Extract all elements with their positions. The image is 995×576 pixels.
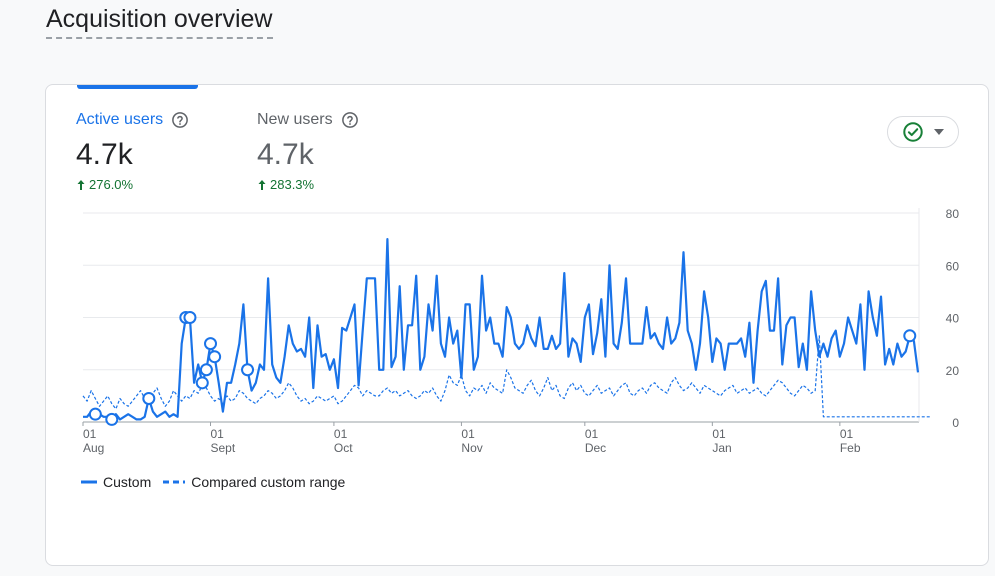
page-title: Acquisition overview	[46, 4, 273, 39]
metric-tab-active-users[interactable]: Active users 4.7k 276.0%	[76, 109, 189, 192]
x-tick-day: 01	[840, 427, 854, 441]
metric-change-value: 276.0%	[89, 177, 134, 192]
anomaly-point	[241, 363, 255, 377]
x-tick-month: Feb	[840, 441, 861, 455]
metric-change-active-users: 276.0%	[76, 177, 189, 192]
x-tick-day: 01	[211, 427, 225, 441]
anomaly-point	[195, 376, 209, 390]
y-tick-label: 40	[946, 312, 960, 326]
chart-legend: Custom Compared custom range	[81, 474, 357, 490]
metric-change-new-users: 283.3%	[257, 177, 359, 192]
anomaly-point	[105, 412, 119, 426]
x-tick-month: Dec	[585, 441, 606, 455]
metric-label-new-users: New users	[257, 111, 333, 128]
x-tick-day: 01	[712, 427, 726, 441]
anomaly-point	[903, 329, 917, 343]
anomaly-point	[204, 337, 218, 351]
metric-label-active-users: Active users	[76, 111, 164, 128]
x-tick-month: Jan	[712, 441, 731, 455]
y-tick-label: 60	[946, 259, 960, 273]
acquisition-card: Active users 4.7k 276.0% New users 4.7k	[45, 84, 989, 566]
legend-label: Custom	[103, 474, 152, 490]
series-line-custom	[83, 238, 920, 421]
metric-value-new-users: 4.7k	[257, 138, 314, 171]
anomaly-point	[88, 407, 102, 421]
data-quality-status-button[interactable]	[887, 116, 959, 148]
metric-value-active-users: 4.7k	[76, 138, 133, 171]
x-tick-month: Aug	[83, 441, 104, 455]
metric-tab-new-users[interactable]: New users 4.7k 283.3%	[257, 109, 359, 192]
legend-dashed-line-icon	[163, 480, 186, 484]
y-tick-label: 80	[946, 207, 960, 221]
arrow-up-icon	[258, 179, 266, 190]
legend-label: Compared custom range	[191, 474, 346, 490]
x-tick-day: 01	[585, 427, 599, 441]
legend-item-custom[interactable]: Custom	[81, 474, 151, 490]
anomaly-point	[199, 363, 213, 377]
selected-tab-indicator	[77, 85, 198, 89]
legend-item-compared[interactable]: Compared custom range	[163, 474, 345, 490]
anomaly-point	[142, 391, 156, 405]
series-line-compared	[82, 335, 931, 418]
help-circle-icon[interactable]	[171, 111, 189, 129]
metric-change-value: 283.3%	[270, 177, 315, 192]
caret-down-icon	[934, 129, 944, 135]
y-tick-label: 20	[946, 364, 960, 378]
x-tick-day: 01	[334, 427, 348, 441]
arrow-up-icon	[77, 179, 85, 190]
x-tick-day: 01	[461, 427, 475, 441]
legend-solid-line-icon	[81, 480, 97, 484]
x-tick-month: Sept	[211, 441, 236, 455]
help-circle-icon[interactable]	[341, 111, 359, 129]
check-circle-icon	[903, 122, 923, 142]
x-tick-month: Oct	[334, 441, 353, 455]
anomaly-point	[183, 311, 197, 324]
y-tick-label: 0	[952, 416, 959, 430]
x-tick-day: 01	[83, 427, 97, 441]
anomaly-point	[208, 350, 222, 364]
x-tick-month: Nov	[461, 441, 482, 455]
active-users-chart: 02040608001Aug01Sept01Oct01Nov01Dec01Jan…	[82, 207, 960, 455]
